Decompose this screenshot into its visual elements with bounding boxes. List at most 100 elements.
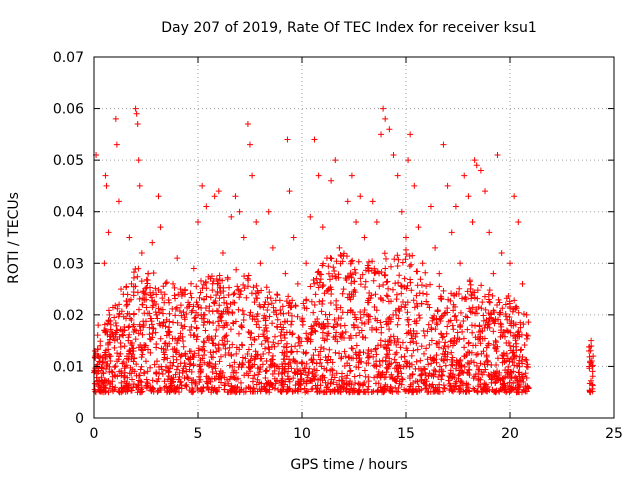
data-point-dense	[351, 373, 358, 380]
data-point-dense	[462, 388, 469, 395]
data-point-dense	[521, 341, 528, 348]
data-point-dense	[401, 386, 408, 393]
data-point-dense	[395, 339, 402, 346]
data-point-dense	[323, 384, 330, 391]
data-point-dense	[171, 292, 178, 299]
data-point-dense	[455, 290, 462, 297]
data-point-dense	[401, 304, 408, 311]
data-point-dense	[232, 384, 239, 391]
chart-title: Day 207 of 2019, Rate Of TEC Index for r…	[161, 20, 537, 36]
data-point-dense	[277, 310, 284, 317]
data-point-dense	[201, 351, 208, 358]
data-point-dense	[322, 379, 329, 386]
data-point-dense	[315, 284, 322, 291]
data-point-dense	[159, 371, 166, 378]
data-point-dense	[383, 364, 390, 371]
data-point-dense	[520, 311, 527, 318]
data-point-dense	[491, 373, 498, 380]
data-point-dense	[103, 378, 110, 385]
data-point-dense	[186, 348, 193, 355]
data-point-dense	[261, 312, 268, 319]
data-point	[155, 193, 162, 200]
data-point-dense	[172, 295, 179, 302]
data-point-dense	[383, 345, 390, 352]
data-point-dense	[157, 335, 164, 342]
data-point-dense	[130, 274, 137, 281]
data-point-dense	[452, 312, 459, 319]
data-point-dense	[458, 362, 465, 369]
data-point-dense	[589, 368, 596, 375]
data-point-dense	[490, 341, 497, 348]
data-point-dense	[272, 333, 279, 340]
data-point-dense	[186, 387, 193, 394]
data-point-dense	[586, 353, 593, 360]
data-point	[473, 162, 480, 169]
data-point-dense	[171, 345, 178, 352]
data-point-dense	[438, 295, 445, 302]
data-point-dense	[353, 332, 360, 339]
data-point-dense	[331, 388, 338, 395]
data-point-dense	[395, 389, 402, 396]
data-point-dense	[120, 313, 127, 320]
data-point-dense	[258, 380, 265, 387]
data-point-dense	[511, 352, 518, 359]
data-point-dense	[130, 283, 137, 290]
data-point-dense	[128, 354, 135, 361]
data-point-dense	[392, 359, 399, 366]
data-point-dense	[364, 299, 371, 306]
y-tick-label: 0.05	[53, 153, 84, 169]
data-point-dense	[245, 277, 252, 284]
data-point-dense	[348, 280, 355, 287]
data-point-dense	[141, 369, 148, 376]
data-point-dense	[200, 343, 207, 350]
data-point-dense	[128, 387, 135, 394]
data-point-dense	[485, 310, 492, 317]
data-point-dense	[426, 382, 433, 389]
data-point-dense	[441, 357, 448, 364]
data-point-dense	[314, 385, 321, 392]
data-point-dense	[357, 281, 364, 288]
data-point-dense	[138, 363, 145, 370]
data-point-dense	[291, 369, 298, 376]
data-point-dense	[262, 298, 269, 305]
data-point-dense	[331, 324, 338, 331]
data-point-dense	[136, 295, 143, 302]
data-point-dense	[287, 304, 294, 311]
data-point-dense	[252, 348, 259, 355]
data-point-dense	[342, 275, 349, 282]
data-point-dense	[172, 387, 179, 394]
data-point-dense	[241, 285, 248, 292]
data-point-dense	[117, 350, 124, 357]
data-point-dense	[118, 385, 125, 392]
data-point-dense	[356, 372, 363, 379]
data-point-dense	[117, 344, 124, 351]
data-point	[115, 198, 122, 205]
data-point-dense	[237, 291, 244, 298]
data-point-dense	[98, 363, 105, 370]
data-point-dense	[245, 329, 252, 336]
data-point-dense	[417, 357, 424, 364]
data-point-dense	[220, 342, 227, 349]
data-point-dense	[442, 339, 449, 346]
data-point-dense	[406, 360, 413, 367]
data-point-dense	[100, 370, 107, 377]
data-point-dense	[496, 369, 503, 376]
data-point-dense	[147, 349, 154, 356]
data-point-dense	[426, 341, 433, 348]
data-point-dense	[351, 266, 358, 273]
data-point-dense	[453, 317, 460, 324]
data-point	[228, 213, 235, 220]
data-point-dense	[196, 294, 203, 301]
data-point-dense	[96, 359, 103, 366]
data-point-dense	[440, 287, 447, 294]
data-point-dense	[479, 386, 486, 393]
data-point-dense	[217, 284, 224, 291]
data-point-dense	[510, 306, 517, 313]
data-point-dense	[332, 349, 339, 356]
data-point-dense	[170, 359, 177, 366]
data-point-dense	[320, 281, 327, 288]
data-point-dense	[347, 260, 354, 267]
data-point-dense	[352, 387, 359, 394]
data-point-dense	[118, 384, 125, 391]
data-point	[477, 167, 484, 174]
